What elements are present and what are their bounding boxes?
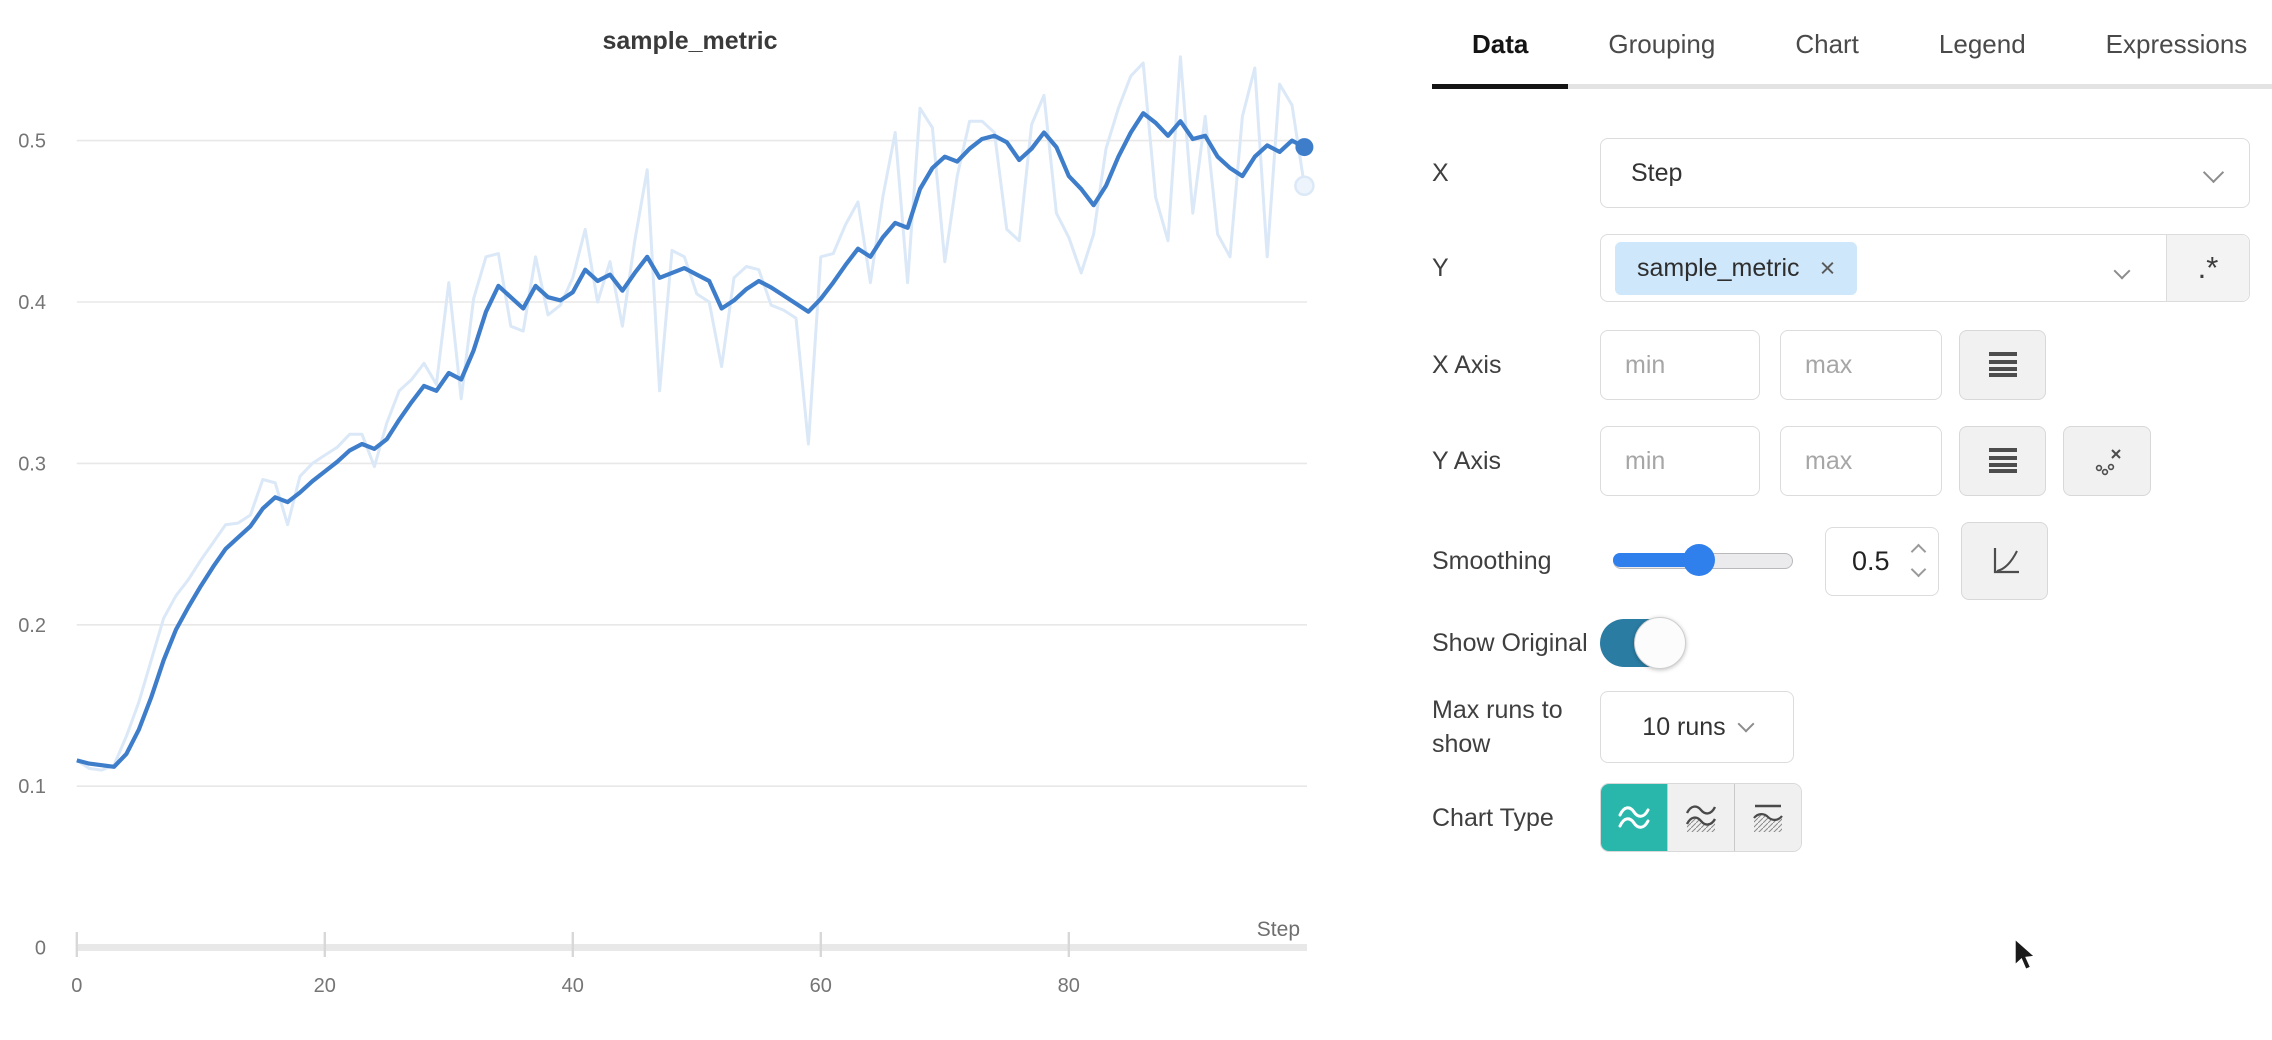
y-metric-select[interactable]: sample_metric × .* bbox=[1600, 234, 2250, 302]
tab-bar: Data Grouping Chart Legend Expressions bbox=[1432, 0, 2272, 89]
x-axis-title: Step bbox=[1257, 918, 1300, 941]
row-chart-type: Chart Type bbox=[1432, 783, 2272, 852]
chart-title: sample_metric bbox=[602, 27, 777, 55]
step-down-icon[interactable] bbox=[1910, 561, 1927, 577]
tab-legend[interactable]: Legend bbox=[1938, 29, 2026, 59]
row-max-runs: Max runs to show 10 runs bbox=[1432, 691, 2272, 763]
x-select[interactable]: Step bbox=[1600, 138, 2250, 208]
toggle-knob bbox=[1634, 617, 1686, 669]
x-tick-label: 40 bbox=[562, 975, 584, 997]
x-tick-label: 60 bbox=[810, 975, 832, 997]
row-x-metric: X Step bbox=[1432, 138, 2272, 208]
data-tab-form: X Step Y sample_metric × bbox=[1432, 89, 2272, 852]
ignore-outliers-icon bbox=[2095, 449, 2121, 476]
y-axis-min-input[interactable] bbox=[1600, 426, 1760, 496]
y-tick-label: 0.2 bbox=[18, 615, 46, 637]
tab-data[interactable]: Data bbox=[1432, 0, 1569, 89]
x-tick-label: 80 bbox=[1058, 975, 1080, 997]
smoothing-label: Smoothing bbox=[1432, 547, 1552, 575]
smoothing-slider-handle[interactable] bbox=[1683, 544, 1716, 576]
original-line bbox=[75, 55, 1306, 772]
y-tick-label: 0.4 bbox=[18, 292, 46, 314]
area-plot-icon bbox=[1685, 804, 1717, 832]
tab-expressions[interactable]: Expressions bbox=[2105, 29, 2248, 59]
line-plot-icon bbox=[1618, 805, 1650, 829]
metric-tag: sample_metric × bbox=[1615, 241, 1858, 295]
metric-chart-panel: 0 0.1 0.2 0.3 0.4 0.5 0 20 40 60 80 Step sample_metr… bbox=[18, 27, 1315, 997]
row-y-axis-range: Y Axis bbox=[1432, 426, 2272, 496]
x-axis-min-input[interactable] bbox=[1600, 330, 1760, 400]
chevron-down-icon bbox=[2113, 262, 2131, 280]
row-smoothing: Smoothing bbox=[1432, 522, 2272, 600]
row-show-original: Show Original bbox=[1432, 617, 2272, 669]
x-axis-bar bbox=[76, 944, 1307, 951]
y-axis-log-scale-button[interactable] bbox=[1959, 426, 2046, 496]
x-tick-label: 20 bbox=[314, 975, 336, 997]
percentile-plot-icon bbox=[1753, 804, 1783, 832]
stepper-icon[interactable] bbox=[1910, 543, 1927, 577]
show-original-toggle[interactable] bbox=[1600, 617, 1686, 669]
y-tick-label: 0.3 bbox=[18, 453, 46, 475]
x-axis-max-input[interactable] bbox=[1780, 330, 1942, 400]
y-tick-label: 0 bbox=[35, 938, 46, 960]
x-tick-label: 0 bbox=[71, 975, 82, 997]
max-runs-label: Max runs to show bbox=[1432, 696, 1563, 758]
log-scale-icon bbox=[1988, 352, 2017, 377]
chart-type-percentile-button[interactable] bbox=[1734, 784, 1801, 851]
smoothing-value-box bbox=[1825, 526, 1939, 596]
remove-metric-icon[interactable]: × bbox=[1819, 252, 1836, 283]
tab-grouping[interactable]: Grouping bbox=[1608, 29, 1716, 59]
chart-type-label: Chart Type bbox=[1432, 803, 1554, 832]
x-axis-log-scale-button[interactable] bbox=[1959, 330, 2046, 400]
chevron-down-icon bbox=[2202, 161, 2225, 184]
smoothing-slider-fill bbox=[1613, 553, 1699, 567]
settings-panel: Data Grouping Chart Legend Expressions X… bbox=[1432, 0, 2272, 1040]
smoothed-end-dot bbox=[1295, 138, 1314, 157]
y-metric-field[interactable]: sample_metric × bbox=[1601, 235, 2166, 301]
metric-chart: 0 0.1 0.2 0.3 0.4 0.5 0 20 40 60 80 Step sample_metr… bbox=[18, 27, 1315, 997]
x-axis-label: X Axis bbox=[1432, 351, 1502, 379]
row-x-axis-range: X Axis bbox=[1432, 330, 2272, 400]
chevron-down-icon bbox=[1737, 715, 1755, 733]
chart-type-button-group bbox=[1600, 783, 1802, 852]
metric-tag-label: sample_metric bbox=[1637, 253, 1800, 282]
smoothing-value-input[interactable] bbox=[1826, 544, 1916, 578]
log-scale-icon bbox=[1988, 448, 2017, 473]
original-end-dot bbox=[1294, 175, 1315, 197]
max-runs-value: 10 runs bbox=[1642, 712, 1726, 741]
x-select-value: Step bbox=[1631, 158, 1683, 187]
max-runs-select[interactable]: 10 runs bbox=[1600, 691, 1794, 763]
tab-chart[interactable]: Chart bbox=[1795, 29, 1859, 59]
x-label: X bbox=[1432, 159, 1449, 187]
step-up-icon[interactable] bbox=[1910, 543, 1927, 559]
smoothing-slider[interactable] bbox=[1613, 544, 1793, 576]
y-axis-label: Y Axis bbox=[1432, 447, 1502, 475]
running-average-curve-icon bbox=[1993, 548, 2019, 574]
ignore-outliers-button[interactable] bbox=[2063, 426, 2151, 496]
smoothed-line bbox=[76, 111, 1306, 769]
y-tick-label: 0.1 bbox=[18, 776, 46, 798]
chart-type-area-button[interactable] bbox=[1667, 784, 1734, 851]
y-axis-max-input[interactable] bbox=[1780, 426, 1942, 496]
y-label: Y bbox=[1432, 254, 1449, 282]
smoothing-type-button[interactable] bbox=[1961, 522, 2048, 600]
regex-toggle-button[interactable]: .* bbox=[2166, 235, 2249, 301]
row-y-metric: Y sample_metric × .* bbox=[1432, 234, 2272, 302]
y-tick-label: 0.5 bbox=[18, 131, 46, 153]
show-original-label: Show Original bbox=[1432, 629, 1588, 657]
chart-type-line-button[interactable] bbox=[1601, 784, 1667, 851]
